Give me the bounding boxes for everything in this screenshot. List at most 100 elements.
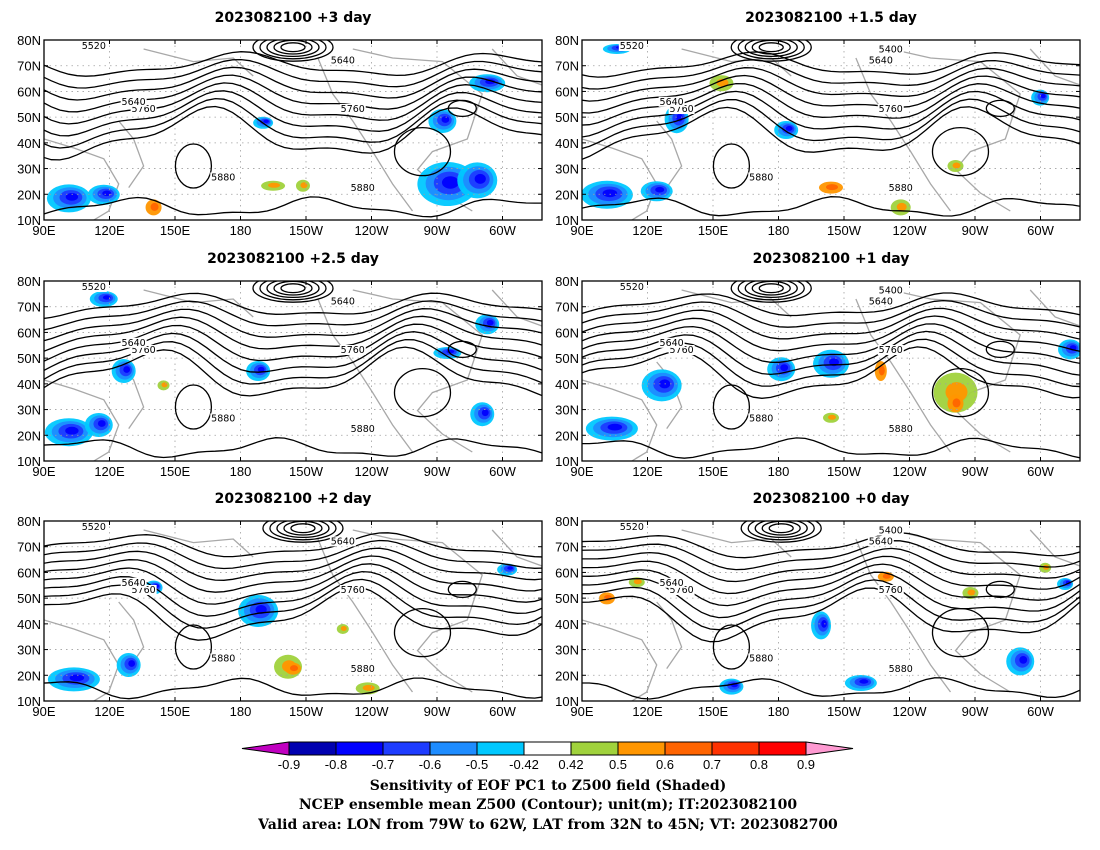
colorbar-swatch bbox=[617, 741, 666, 756]
contour-line bbox=[44, 82, 542, 125]
coastline bbox=[890, 529, 1021, 693]
z500-contours bbox=[44, 40, 542, 218]
lon-label-90w: 90W bbox=[962, 464, 989, 479]
contour-label-bg bbox=[877, 345, 904, 355]
lat-label-30n: 30N bbox=[555, 403, 579, 418]
contour-line bbox=[582, 307, 1080, 340]
contour-line bbox=[44, 586, 542, 641]
sensitivity-blob bbox=[878, 365, 885, 376]
coastline bbox=[491, 529, 542, 567]
contour-label: 5520 bbox=[620, 522, 644, 533]
lat-label-70n: 70N bbox=[555, 540, 579, 555]
contour-line bbox=[44, 532, 542, 558]
lon-label-120e: 120E bbox=[94, 223, 125, 238]
lon-label-90e: 90E bbox=[32, 464, 55, 479]
closed-contour bbox=[744, 281, 798, 299]
closed-contour bbox=[252, 40, 334, 62]
lat-label-40n: 40N bbox=[17, 377, 41, 392]
sensitivity-blob bbox=[952, 162, 961, 169]
contour-label-bg bbox=[329, 296, 356, 307]
coastline bbox=[855, 538, 952, 693]
contour-line bbox=[582, 677, 1080, 700]
map-panel-4: 2023082100 +1 day55205640576057605880588… bbox=[555, 251, 1081, 479]
sensitivity-blob bbox=[97, 420, 106, 427]
lat-label-30n: 30N bbox=[17, 403, 41, 418]
contour-label-bg bbox=[668, 104, 695, 114]
coastline bbox=[582, 619, 658, 701]
contour-line bbox=[44, 315, 542, 352]
panel-title: 2023082100 +2.5 day bbox=[207, 251, 379, 267]
closed-contour bbox=[747, 521, 815, 541]
contour-label-bg bbox=[329, 55, 356, 66]
z500-contours bbox=[582, 40, 1080, 217]
coastline bbox=[681, 529, 792, 558]
sensitivity-blob bbox=[65, 193, 79, 201]
lon-label-90e: 90E bbox=[32, 223, 55, 238]
lat-label-50n: 50N bbox=[17, 591, 41, 606]
lat-label-30n: 30N bbox=[17, 643, 41, 658]
lon-label-90e: 90E bbox=[32, 704, 55, 719]
lat-label-60n: 60N bbox=[555, 565, 579, 580]
contour-line bbox=[582, 540, 1080, 571]
contour-label-bg bbox=[877, 285, 904, 296]
lon-label-180: 180 bbox=[230, 464, 252, 479]
sensitivity-blob bbox=[859, 679, 869, 684]
closed-contour bbox=[758, 283, 784, 294]
closed-contour bbox=[737, 40, 805, 60]
lon-label-150w: 150W bbox=[827, 704, 862, 719]
closed-contour bbox=[290, 523, 316, 534]
lat-label-10n: 10N bbox=[555, 213, 579, 228]
z500-contours bbox=[44, 281, 542, 459]
coastline bbox=[1029, 48, 1080, 86]
caption-line-3: Valid area: LON from 79W to 62W, LAT fro… bbox=[257, 817, 838, 833]
contour-label: 5760 bbox=[132, 345, 156, 356]
closed-contour bbox=[758, 42, 784, 53]
contour-line bbox=[582, 571, 1080, 619]
lat-label-60n: 60N bbox=[17, 325, 41, 340]
sensitivity-blob bbox=[607, 423, 623, 431]
sensitivity-blob bbox=[102, 295, 111, 300]
contour-line bbox=[44, 578, 542, 629]
contour-label: 5520 bbox=[82, 282, 106, 293]
coastlines bbox=[582, 48, 1080, 220]
colorbar-label: 0.42 bbox=[558, 757, 583, 772]
contour-line bbox=[44, 308, 542, 342]
closed-contour bbox=[768, 523, 794, 534]
lon-label-150w: 150W bbox=[827, 223, 862, 238]
closed-contour bbox=[174, 624, 213, 670]
lon-label-180: 180 bbox=[230, 704, 252, 719]
contour-label: 5880 bbox=[351, 424, 375, 435]
sensitivity-blob bbox=[633, 579, 642, 585]
lat-label-40n: 40N bbox=[17, 136, 41, 151]
map-frame bbox=[43, 520, 543, 702]
coastline bbox=[855, 298, 952, 453]
lon-label-150e: 150E bbox=[160, 704, 191, 719]
closed-contour bbox=[447, 340, 477, 359]
lat-label-50n: 50N bbox=[555, 351, 579, 366]
lon-label-180: 180 bbox=[768, 223, 790, 238]
contour-line bbox=[44, 300, 542, 331]
contour-label-bg bbox=[210, 653, 237, 664]
contour-label: 5520 bbox=[620, 41, 644, 52]
colorbar-swatch bbox=[664, 741, 713, 756]
closed-contour bbox=[447, 99, 477, 118]
contour-label: 5640 bbox=[660, 97, 684, 108]
coastline bbox=[317, 298, 414, 453]
map-frame bbox=[581, 520, 1081, 702]
sensitivity-blob bbox=[1019, 656, 1028, 664]
lat-label-40n: 40N bbox=[17, 617, 41, 632]
map-frame bbox=[43, 280, 543, 462]
lon-label-90w: 90W bbox=[962, 704, 989, 719]
sensitivity-blob bbox=[602, 189, 618, 198]
map-panel-2: 2023082100 +1.5 day552056405760576058805… bbox=[555, 10, 1081, 238]
contour-label: 5760 bbox=[341, 585, 365, 596]
lon-label-120e: 120E bbox=[94, 464, 125, 479]
sensitivity-blob bbox=[826, 184, 838, 191]
contour-label-bg bbox=[887, 424, 914, 435]
lat-label-80n: 80N bbox=[17, 514, 41, 529]
lat-label-20n: 20N bbox=[555, 668, 579, 683]
